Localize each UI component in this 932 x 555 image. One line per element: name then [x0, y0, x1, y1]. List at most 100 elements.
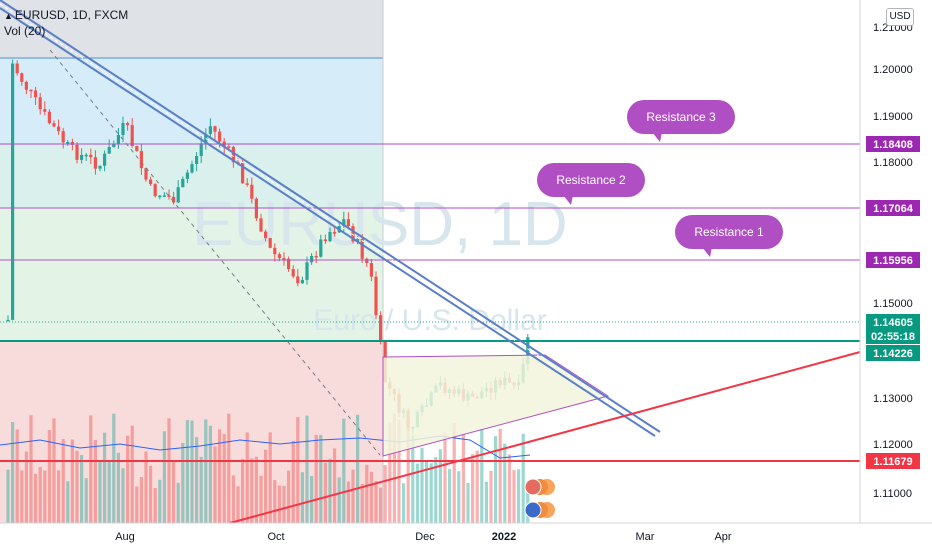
candle-body	[213, 126, 217, 132]
descending-channel-outer	[0, 0, 661, 433]
volume-bar	[489, 470, 493, 523]
candle-body	[181, 178, 185, 188]
price-tick: 1.19000	[873, 111, 913, 123]
candle-body	[346, 219, 350, 227]
candle-body	[185, 172, 189, 179]
volume-bar	[434, 457, 438, 523]
price-tick: 1.11000	[873, 488, 912, 500]
volume-bar	[15, 429, 19, 523]
volume-bar	[6, 469, 10, 523]
resistance-1-bubble[interactable]: Resistance 1	[675, 215, 783, 257]
price-axis[interactable]: 1.21000 1.20000 1.19000 1.18000 1.15000 …	[859, 0, 932, 523]
candle-body	[208, 126, 212, 134]
volume-bar	[57, 470, 61, 523]
volume-bar	[181, 442, 185, 523]
volume-bar	[287, 470, 291, 523]
candle-body	[158, 195, 162, 198]
price-tick: 1.15000	[873, 298, 913, 310]
dashed-diagonal	[49, 49, 381, 456]
candle-body	[365, 258, 369, 264]
volume-bar	[383, 465, 387, 523]
symbol-title[interactable]: ▲ EURUSD, 1D, FXCM	[4, 8, 129, 22]
candle-body	[259, 218, 263, 232]
candle-body	[277, 254, 281, 259]
volume-bar	[66, 481, 70, 523]
time-label: Aug	[115, 531, 135, 543]
volume-bar	[351, 469, 355, 523]
volume-histogram	[0, 413, 531, 523]
candle-body	[162, 195, 166, 197]
candle-body	[204, 133, 208, 144]
volume-bar	[47, 430, 51, 523]
volume-bar	[116, 452, 120, 523]
price-tag-resistance-1: 1.15956	[866, 252, 920, 268]
volume-bar	[365, 464, 369, 523]
candle-body	[218, 131, 222, 142]
resistance-2-label: Resistance 2	[556, 173, 626, 187]
volume-bar	[38, 466, 42, 523]
collapse-arrow-icon[interactable]: ▲	[4, 11, 13, 21]
candle-body	[199, 143, 203, 156]
volume-bar	[52, 418, 56, 523]
svg-text:1.18408: 1.18408	[873, 139, 913, 151]
volume-bar	[112, 413, 116, 523]
time-axis[interactable]: Aug Oct Dec 2022 Mar Apr	[0, 522, 932, 550]
volume-bar	[319, 434, 323, 523]
candle-body	[310, 255, 314, 263]
background-zones	[0, 0, 384, 523]
candle-body	[172, 196, 176, 203]
resistance-3-bubble[interactable]: Resistance 3	[627, 100, 735, 142]
horizontal-levels	[0, 143, 860, 462]
time-label: Dec	[415, 531, 435, 543]
volume-bar	[84, 478, 88, 523]
volume-bar	[521, 433, 525, 523]
volume-bar	[429, 463, 433, 523]
currency-button[interactable]: USD	[886, 8, 914, 26]
volume-bar	[342, 418, 346, 523]
candle-body	[6, 319, 10, 322]
candle-body	[526, 337, 530, 364]
volume-bar	[144, 451, 148, 523]
time-label: Apr	[714, 531, 731, 543]
candle-body	[342, 219, 346, 226]
us-flag-icon	[524, 478, 542, 496]
resistance-2-bubble[interactable]: Resistance 2	[537, 163, 645, 205]
candle-body	[24, 81, 28, 90]
candle-body	[379, 315, 383, 341]
volume-bar	[282, 485, 286, 523]
volume-bar	[392, 413, 396, 523]
volume-indicator-title[interactable]: Vol (20)	[4, 24, 46, 38]
volume-bar	[402, 483, 406, 523]
watermark-description: Euro / U.S. Dollar	[313, 304, 546, 337]
volume-bar	[222, 433, 226, 523]
candle-body	[98, 165, 102, 169]
volume-bar	[204, 419, 208, 523]
price-tag-support-green: 1.14226	[866, 345, 920, 361]
volume-bar	[526, 480, 530, 523]
candle-body	[47, 111, 51, 124]
volume-bar	[98, 461, 102, 523]
candle-body	[176, 187, 180, 203]
candle-body	[369, 263, 373, 277]
volume-bar	[471, 454, 475, 523]
volume-bar	[443, 432, 447, 523]
price-tag-resistance-2: 1.17064	[866, 200, 920, 216]
event-icons[interactable]	[524, 478, 555, 519]
svg-text:1.11679: 1.11679	[873, 456, 912, 468]
candle-body	[167, 195, 171, 197]
candle-body	[374, 276, 378, 316]
volume-bar	[374, 481, 378, 523]
volume-bar	[507, 454, 511, 523]
volume-bar	[323, 462, 327, 523]
volume-bar	[369, 471, 373, 523]
candle-body	[356, 238, 360, 242]
volume-bar	[121, 468, 125, 523]
volume-bar	[498, 428, 502, 523]
volume-bar	[420, 448, 424, 523]
price-tag-current: 1.14605 02:55:18	[866, 314, 920, 344]
volume-bar	[218, 429, 222, 523]
candle-body	[11, 63, 15, 320]
triangle-pattern	[382, 354, 610, 457]
volume-bar	[135, 486, 139, 523]
